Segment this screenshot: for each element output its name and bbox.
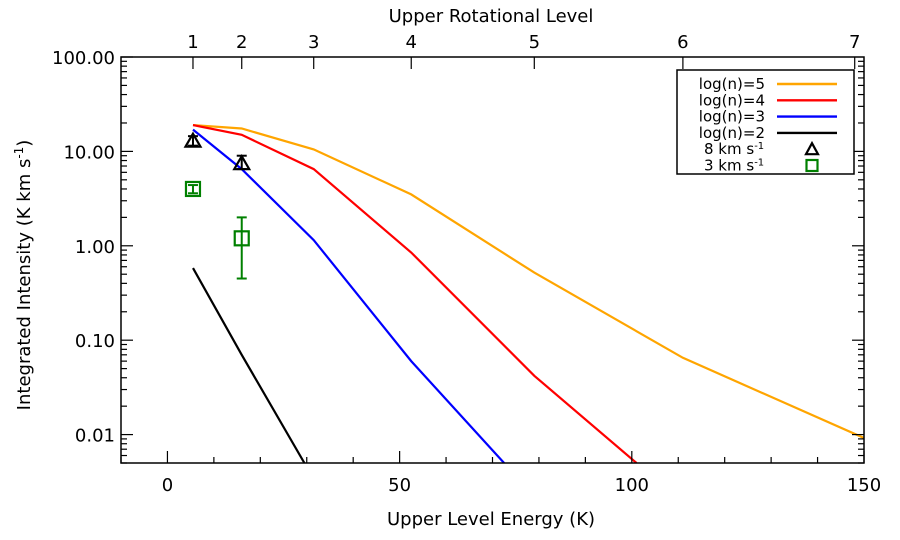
legend-box <box>676 69 855 175</box>
legend-label: 3 km s-1 <box>704 157 764 175</box>
legend-label: log(n)=2 <box>699 124 765 142</box>
top-tick-label: 7 <box>849 32 860 53</box>
legend-label: log(n)=5 <box>699 75 765 93</box>
y-tick-label: 100.00 <box>52 48 115 69</box>
x-axis-title: Upper Level Energy (K) <box>387 509 595 530</box>
y-axis-title: Integrated Intensity (K km s-1) <box>12 140 35 411</box>
x-tick-label: 50 <box>388 475 411 496</box>
observations-layer <box>183 131 252 280</box>
series-line-2 <box>192 124 638 463</box>
legend-label-sup: -1 <box>754 141 764 152</box>
y-tick-label: 10.00 <box>63 142 115 163</box>
x-tick-label: 150 <box>847 475 881 496</box>
series-line-1 <box>192 124 864 440</box>
top-tick-label: 1 <box>187 32 198 53</box>
triangle-marker <box>183 131 203 148</box>
series-layer <box>192 124 864 463</box>
legend-label-main: 8 km s <box>704 140 754 158</box>
y-tick-label: 0.01 <box>75 426 115 447</box>
axes-frame: 0 50 100 150 1 2 3 4 5 6 7 0.01 0.10 1.00 10.00 100.00 <box>52 32 881 496</box>
series-line-3 <box>192 128 505 463</box>
legend-label-main: 3 km s <box>704 157 754 175</box>
top-axis-title: Upper Rotational Level <box>389 6 594 27</box>
legend-label: log(n)=3 <box>699 108 765 126</box>
top-tick-label: 6 <box>677 32 688 53</box>
y-tick-label: 0.10 <box>75 331 115 352</box>
x-tick-label: 100 <box>615 475 649 496</box>
x-tick-label: 0 <box>162 475 173 496</box>
legend-label: 8 km s-1 <box>704 140 764 158</box>
top-tick-label: 4 <box>406 32 417 53</box>
square-marker <box>184 180 202 198</box>
y-axis-title-close: ) <box>14 140 35 147</box>
y-axis-title-sup: -1 <box>12 147 26 159</box>
y-axis-title-main: Integrated Intensity (K km s <box>14 159 35 411</box>
legend-square-marker <box>805 158 819 173</box>
legend-label: log(n)=4 <box>699 91 765 109</box>
legend-triangle-marker <box>804 140 820 156</box>
series-line-4 <box>192 267 306 463</box>
top-tick-label: 5 <box>529 32 540 53</box>
top-tick-label: 2 <box>236 32 247 53</box>
square-marker <box>233 230 250 247</box>
top-tick-label: 3 <box>308 32 319 53</box>
legend-label-sup: -1 <box>754 157 764 168</box>
y-tick-label: 1.00 <box>75 237 115 258</box>
triangle-marker <box>232 153 252 171</box>
